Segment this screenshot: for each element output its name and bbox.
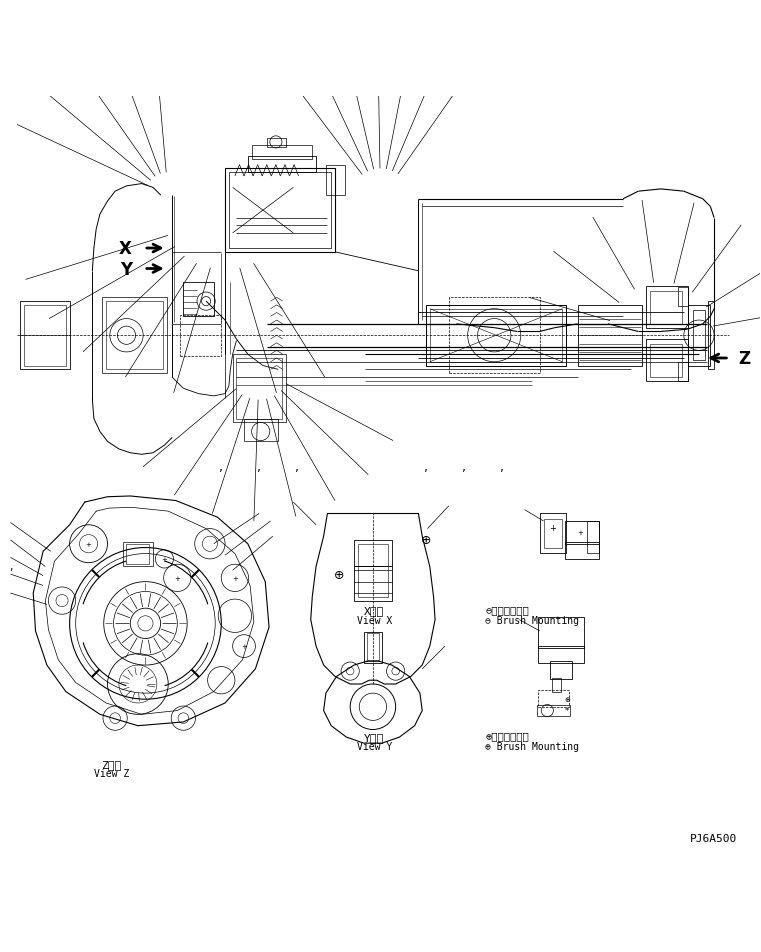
Text: +: +: [549, 523, 556, 532]
Bar: [267, 139, 285, 148]
Bar: [650, 292, 683, 325]
Text: ⊕ Brush Mounting: ⊕ Brush Mounting: [485, 742, 579, 751]
Bar: [24, 306, 66, 367]
Text: +: +: [232, 575, 238, 582]
Bar: [364, 633, 382, 664]
Bar: [180, 315, 221, 357]
Bar: [102, 298, 167, 374]
Text: View X: View X: [357, 615, 392, 625]
Bar: [21, 302, 69, 370]
Text: +: +: [86, 541, 91, 547]
Bar: [123, 543, 153, 566]
Bar: [646, 287, 688, 328]
Bar: [679, 288, 688, 307]
Text: Z　視: Z 視: [101, 759, 122, 769]
Text: X: X: [119, 240, 132, 258]
Bar: [540, 514, 566, 553]
Bar: [354, 541, 392, 601]
Text: +: +: [174, 575, 180, 582]
Bar: [565, 543, 599, 560]
Text: Y　視: Y 視: [365, 732, 384, 743]
Text: PJ6A500: PJ6A500: [689, 833, 737, 843]
Bar: [252, 146, 312, 159]
Text: ⊕: ⊕: [564, 697, 570, 703]
Text: ,: ,: [500, 461, 504, 473]
Bar: [430, 309, 562, 363]
Bar: [538, 690, 568, 707]
Text: +: +: [577, 530, 583, 536]
Text: ,: ,: [424, 461, 428, 473]
Bar: [233, 355, 285, 423]
Text: View Z: View Z: [94, 768, 129, 778]
Bar: [229, 173, 331, 248]
Text: ,: ,: [462, 461, 466, 473]
Text: ⊖ブラシ取付法: ⊖ブラシ取付法: [485, 605, 529, 614]
Bar: [237, 359, 282, 419]
Bar: [688, 306, 710, 367]
Text: Z: Z: [738, 349, 750, 367]
Bar: [650, 345, 683, 378]
Text: ⊕: ⊕: [421, 534, 431, 546]
Text: ,: ,: [8, 562, 12, 572]
Bar: [248, 156, 316, 173]
Text: X　視: X 視: [365, 605, 384, 616]
Bar: [679, 363, 688, 382]
Bar: [183, 283, 214, 317]
Bar: [449, 298, 540, 374]
Text: +: +: [241, 644, 247, 649]
Bar: [225, 169, 335, 252]
Bar: [538, 646, 584, 664]
Text: ⊕ブラシ取付法: ⊕ブラシ取付法: [485, 731, 529, 741]
Bar: [426, 306, 566, 367]
Bar: [543, 519, 562, 548]
Bar: [537, 705, 570, 716]
Bar: [358, 545, 388, 597]
Bar: [587, 522, 599, 553]
Bar: [106, 302, 163, 370]
Bar: [126, 545, 149, 565]
Bar: [244, 419, 278, 442]
Bar: [578, 306, 642, 367]
Bar: [646, 340, 688, 382]
Bar: [367, 633, 379, 660]
Text: ,: ,: [219, 461, 223, 473]
Text: ⊖ Brush Mounting: ⊖ Brush Mounting: [485, 615, 579, 625]
Bar: [708, 302, 714, 370]
Text: ⊕: ⊕: [333, 568, 344, 581]
Bar: [326, 166, 345, 196]
Bar: [552, 678, 561, 692]
Text: ,: ,: [257, 461, 261, 473]
Text: *: *: [565, 706, 569, 715]
Text: View Y: View Y: [357, 742, 392, 751]
Bar: [538, 618, 584, 648]
Bar: [549, 661, 572, 680]
Bar: [693, 311, 705, 361]
Text: +: +: [161, 556, 167, 563]
Bar: [565, 522, 599, 545]
Text: ,: ,: [295, 461, 299, 473]
Text: Y: Y: [119, 260, 132, 278]
